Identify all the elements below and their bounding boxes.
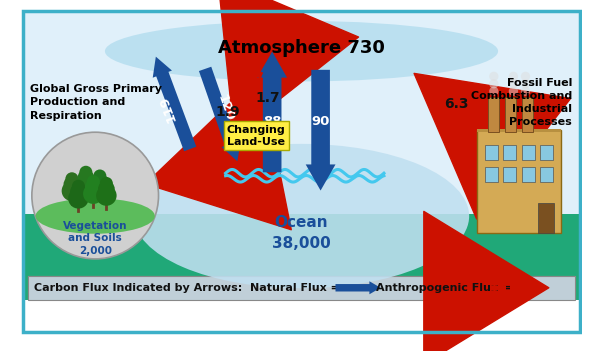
Bar bbox=[24, 300, 579, 332]
Bar bbox=[522, 167, 535, 181]
Text: 6.3: 6.3 bbox=[444, 97, 469, 111]
FancyArrow shape bbox=[335, 281, 380, 294]
Bar bbox=[485, 167, 497, 181]
FancyArrow shape bbox=[153, 57, 197, 151]
Text: Fossil Fuel
Combustion and
Industrial
Processes: Fossil Fuel Combustion and Industrial Pr… bbox=[471, 78, 572, 127]
Bar bbox=[28, 276, 575, 328]
Circle shape bbox=[509, 79, 518, 88]
Circle shape bbox=[521, 87, 530, 96]
FancyArrow shape bbox=[257, 52, 287, 172]
Bar bbox=[540, 145, 554, 160]
Text: Climate Change 2001: The Scientific Basis: Climate Change 2001: The Scientific Basi… bbox=[209, 313, 416, 323]
Bar bbox=[485, 145, 497, 160]
Ellipse shape bbox=[105, 21, 498, 81]
Circle shape bbox=[72, 180, 85, 193]
Circle shape bbox=[83, 184, 104, 204]
Text: Ocean
38,000: Ocean 38,000 bbox=[272, 215, 331, 251]
Circle shape bbox=[75, 174, 96, 194]
Circle shape bbox=[93, 170, 106, 183]
Circle shape bbox=[78, 170, 94, 186]
Text: Carbon Flux Indicated by Arrows:  Natural Flux =: Carbon Flux Indicated by Arrows: Natural… bbox=[34, 283, 339, 293]
Bar bbox=[503, 145, 516, 160]
Text: Changing
Land-Use: Changing Land-Use bbox=[227, 125, 286, 147]
Circle shape bbox=[509, 87, 518, 96]
Bar bbox=[538, 203, 554, 233]
Circle shape bbox=[62, 181, 82, 201]
Circle shape bbox=[70, 184, 87, 200]
Text: 119: 119 bbox=[157, 93, 178, 123]
Text: 90: 90 bbox=[311, 114, 330, 127]
Text: 1.9: 1.9 bbox=[215, 105, 240, 119]
Circle shape bbox=[92, 173, 108, 190]
Circle shape bbox=[509, 72, 518, 81]
Circle shape bbox=[80, 166, 92, 179]
Text: Source: Intergovernmental Panel on Climate Change,: Source: Intergovernmental Panel on Clima… bbox=[32, 313, 295, 323]
Bar bbox=[24, 272, 579, 332]
Bar bbox=[24, 214, 579, 272]
Circle shape bbox=[489, 87, 499, 96]
Text: 120: 120 bbox=[215, 93, 236, 123]
Circle shape bbox=[521, 79, 530, 88]
Bar bbox=[522, 145, 535, 160]
Circle shape bbox=[98, 181, 115, 197]
Circle shape bbox=[68, 188, 89, 208]
Bar bbox=[522, 97, 533, 132]
Text: Atmosphere 730: Atmosphere 730 bbox=[218, 39, 385, 57]
Text: (U.K., 2001): (U.K., 2001) bbox=[350, 313, 412, 323]
Ellipse shape bbox=[134, 144, 469, 288]
Circle shape bbox=[87, 175, 100, 188]
Circle shape bbox=[96, 185, 116, 206]
FancyArrow shape bbox=[199, 67, 241, 161]
Text: 88: 88 bbox=[263, 114, 282, 127]
Text: 1.7: 1.7 bbox=[255, 91, 280, 105]
Circle shape bbox=[32, 132, 159, 259]
Bar bbox=[505, 97, 516, 132]
Bar bbox=[488, 97, 499, 132]
Ellipse shape bbox=[36, 198, 155, 234]
Bar bbox=[540, 167, 554, 181]
Bar bbox=[28, 276, 575, 300]
Bar bbox=[477, 130, 561, 132]
Bar bbox=[503, 167, 516, 181]
Circle shape bbox=[489, 72, 499, 81]
Text: Anthropogenic Flux =: Anthropogenic Flux = bbox=[376, 283, 511, 293]
Text: Global Gross Primary
Production and
Respiration: Global Gross Primary Production and Resp… bbox=[30, 84, 162, 121]
Circle shape bbox=[85, 179, 102, 196]
Circle shape bbox=[65, 172, 78, 185]
Bar bbox=[24, 272, 579, 332]
Text: Vegetation
and Soils
2,000: Vegetation and Soils 2,000 bbox=[63, 220, 127, 256]
Circle shape bbox=[63, 176, 80, 193]
Circle shape bbox=[100, 177, 113, 190]
FancyArrow shape bbox=[306, 70, 335, 191]
Circle shape bbox=[521, 72, 530, 81]
Circle shape bbox=[489, 79, 499, 88]
Bar bbox=[24, 12, 579, 272]
Circle shape bbox=[90, 178, 110, 198]
Bar bbox=[477, 130, 561, 233]
